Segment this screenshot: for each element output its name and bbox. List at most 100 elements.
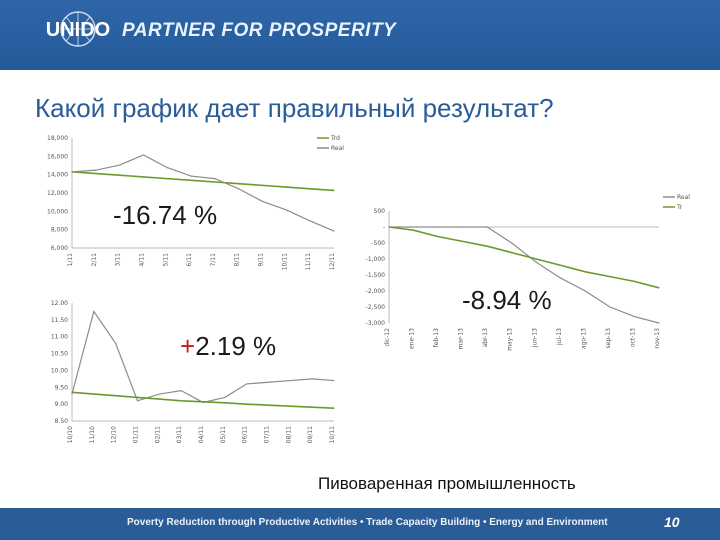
data-point [412,229,415,231]
x-tick-label: dic-12 [384,328,391,347]
x-tick-label: 12/10 [111,426,118,443]
series-line-trd [71,171,335,192]
data-point [309,220,311,222]
data-point [71,171,73,173]
x-tick-label: 07/11 [264,426,271,443]
data-point [142,154,145,156]
data-point [190,175,192,177]
chart-right: 500 - -500 -1,000 -1,500 -2,000 -2,500 -3,000 di… [345,193,715,363]
data-point [333,407,335,409]
y-tick-label: -2,000 [366,288,386,295]
data-point [267,381,270,383]
footer-tagline: Poverty Reduction through Productive Act… [127,517,608,528]
x-tick-label: 10/10 [67,426,74,443]
data-point [158,398,160,400]
chart-bottom-left-svg: 12.0011.5011.0010.5010.009.509.008.5010/… [51,300,336,443]
data-point [437,226,439,228]
data-point [311,406,313,408]
x-tick-label: ago-13 [580,328,587,349]
data-point [333,379,335,382]
data-point [214,181,216,183]
page-number: 10 [664,514,680,530]
x-tick-label: 02/11 [154,426,161,443]
x-tick-label: 09/11 [307,426,314,443]
data-point [246,383,248,385]
y-tick-label: -2,500 [366,304,386,311]
x-tick-label: 11/10 [89,426,96,443]
x-tick-label: 10/11 [281,253,288,270]
data-point [166,178,168,180]
data-point [119,164,121,166]
y-tick-label: 18,000 [47,135,68,142]
data-point [71,391,73,393]
x-tick-label: sep-13 [605,328,612,349]
series-line-tr [388,226,660,289]
data-point [388,226,390,228]
x-tick-label: jul-13 [556,328,563,346]
x-tick-label: oct-13 [629,328,636,347]
data-point [437,236,439,238]
data-point [535,261,537,263]
data-point [136,396,139,398]
x-tick-label: 08/11 [285,426,292,443]
data-point [412,226,415,228]
y-tick-label: 11.00 [51,334,68,341]
data-point [166,167,168,169]
y-tick-label: - [383,224,385,231]
data-point [511,242,513,244]
x-tick-label: jun-13 [531,328,538,348]
y-tick-label: 12.00 [51,300,68,307]
x-tick-label: 04/11 [198,426,205,443]
data-point [633,280,636,282]
x-tick-label: 3/11 [115,253,122,267]
chart-top-left: 18,000 16,000 14,000 12,000 10,000 8,000 6,000… [36,130,346,270]
data-point [311,378,313,380]
data-point [158,393,160,395]
data-point [180,400,182,402]
y-tick-label: 10.00 [51,367,68,374]
y-tick-label: 8,000 [51,227,68,234]
percent-value: 2.19 % [195,331,277,361]
data-point [190,179,192,181]
data-point [238,183,240,185]
slide-title: Какой график дает правильный результат? [35,93,554,123]
x-tick-label: 2/11 [91,253,98,267]
data-point [285,186,287,188]
x-tick-label: 05/11 [220,426,227,443]
x-tick-label: feb-13 [433,328,440,348]
data-point [658,287,660,289]
data-point [285,209,287,211]
x-tick-label: 10/11 [329,426,336,443]
data-point [267,404,270,406]
legend-label: Real [677,194,690,201]
x-tick-label: abr-13 [482,328,489,348]
data-point [93,310,95,313]
y-tick-label: 16,000 [47,153,68,160]
chart-right-svg: 500 - -500 -1,000 -1,500 -2,000 -2,500 -3,000di… [366,194,691,351]
data-point [261,184,264,186]
y-tick-label: -500 [371,240,385,247]
data-point [560,264,562,266]
percent-label-chart3: +2.19 % [180,331,276,362]
data-point [560,277,562,279]
data-point [180,390,182,392]
data-point [462,240,464,242]
x-tick-label: 6/11 [186,253,193,267]
industry-label: Пивоваренная промышленность [318,474,576,493]
y-tick-label: -1,500 [366,272,386,279]
data-point [71,393,73,395]
y-tick-label: 11.50 [51,317,68,324]
y-tick-label: 12,000 [47,190,68,197]
x-tick-label: 03/11 [176,426,183,443]
x-tick-label: 11/11 [305,253,312,270]
data-point [119,174,121,176]
x-tick-label: 7/11 [210,253,217,267]
x-tick-label: ene-13 [409,328,416,349]
data-point [246,403,248,405]
data-point [115,342,117,345]
x-tick-label: 4/11 [138,253,145,267]
y-tick-label: 9.50 [55,384,69,391]
y-tick-label: 10,000 [47,208,68,215]
data-point [609,306,611,308]
data-point [511,252,513,254]
